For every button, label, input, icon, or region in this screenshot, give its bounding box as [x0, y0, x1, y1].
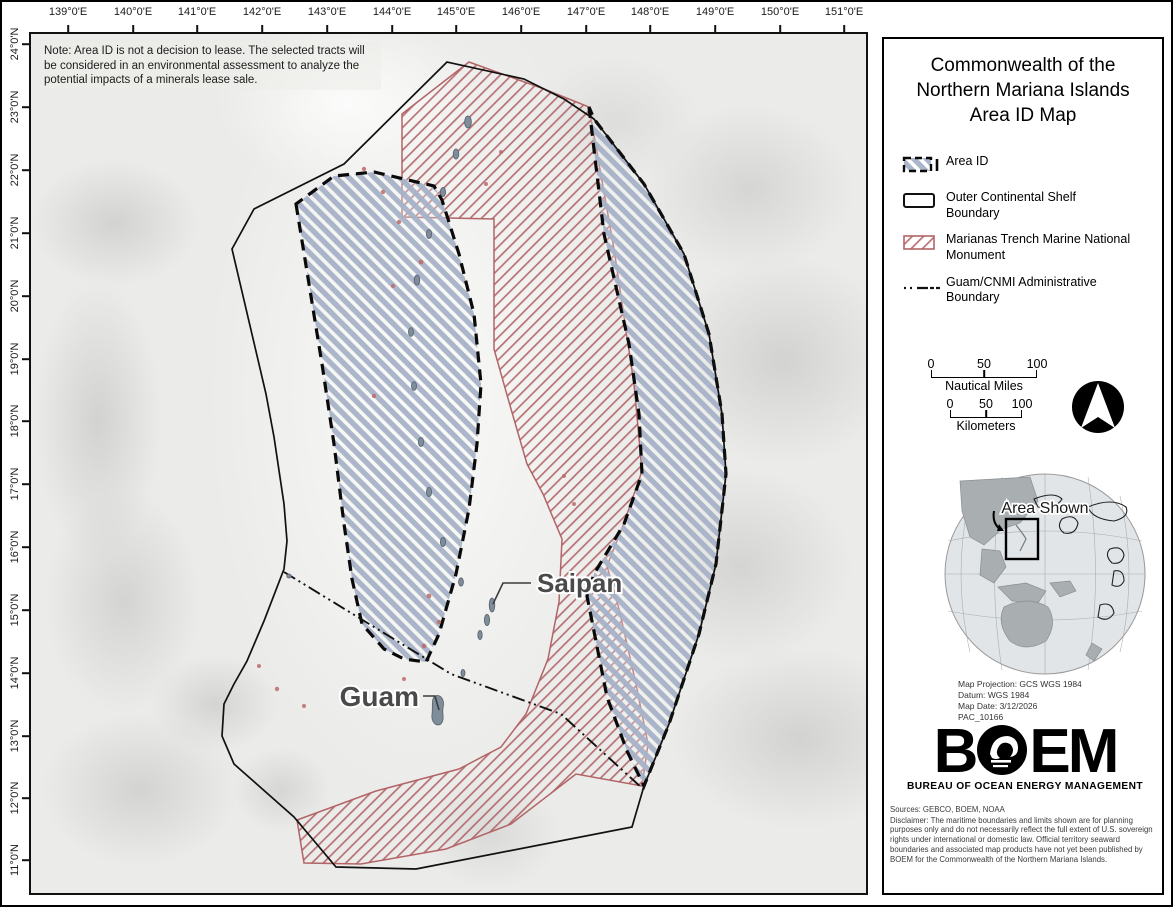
area-id-west-polygon	[294, 170, 483, 664]
sources-line: Sources: GEBCO, BOEM, NOAA	[890, 805, 1005, 814]
admin-boundary	[283, 571, 644, 790]
meta-line: Map Projection: GCS WGS 1984	[958, 679, 1082, 689]
legend: Area ID Outer Continental Shelf Boundary…	[902, 154, 1162, 306]
red-specks	[257, 150, 576, 708]
title-line: Northern Mariana Islands	[916, 80, 1130, 102]
scale-tick-label: 100	[1026, 357, 1048, 371]
info-panel: Commonwealth of the Northern Mariana Isl…	[882, 37, 1164, 895]
globe-landmasses	[959, 476, 1103, 662]
axis-label: 146°0'E	[501, 6, 541, 18]
axis-label: 11°0'N	[9, 844, 21, 876]
boem-wave-o-icon	[976, 724, 1028, 781]
legend-label: Guam/CNMI Administrative Boundary	[946, 274, 1097, 305]
globe-inset: Area Shown	[942, 471, 1148, 682]
axis-label: 19°0'N	[9, 342, 21, 376]
meta-line: Datum: WGS 1984	[958, 689, 1030, 700]
meta-line: PAC_10166	[958, 711, 1004, 722]
kilometers-scalebar: 0 50 100 Kilometers	[946, 397, 1033, 433]
area-shown-blob	[1015, 524, 1027, 552]
ocs-boundary	[221, 61, 727, 870]
area-shown-label: Area Shown	[1001, 500, 1088, 517]
nautical-miles-scalebar: 0 50 100 Nautical Miles	[927, 357, 1048, 393]
title-line: Area ID Map	[969, 105, 1077, 127]
area-id-swatch-icon	[902, 154, 946, 179]
axis-label: 17°0'N	[9, 467, 21, 501]
axis-label: 147°0'E	[566, 6, 606, 18]
ocs-swatch-icon	[902, 190, 946, 215]
admin-boundary-swatch-icon	[902, 275, 946, 300]
title-line: Commonwealth of the	[930, 55, 1116, 76]
axis-label: 12°0'N	[9, 781, 21, 815]
axis-label: 18°0'N	[9, 404, 21, 438]
north-arrow-icon	[1070, 379, 1126, 440]
legend-item-ocs: Outer Continental Shelf Boundary	[902, 190, 1162, 221]
scale-tick-label: 50	[979, 397, 993, 411]
axis-label: 151°0'E	[824, 6, 864, 18]
scalebar-caption: Kilometers	[956, 419, 1016, 433]
axis-label: 145°0'E	[436, 6, 476, 18]
axis-label: 141°0'E	[177, 6, 217, 18]
map-note: Note: Area ID is not a decision to lease…	[41, 42, 381, 91]
monument-swatch-icon	[902, 232, 946, 257]
axis-label: 23°0'N	[9, 90, 21, 124]
axis-label: 20°0'N	[9, 279, 21, 313]
boem-letters-em: EM	[1029, 717, 1119, 786]
axis-label: 15°0'N	[9, 593, 21, 627]
guam-label: Guam	[340, 681, 419, 712]
area-shown-box	[1004, 517, 1040, 561]
map-metadata: Map Projection: GCS WGS 1984 Datum: WGS …	[958, 679, 1082, 723]
sources-disclaimer: Sources: GEBCO, BOEM, NOAA Disclaimer: T…	[890, 805, 1156, 864]
axis-label: 149°0'E	[695, 6, 735, 18]
guam-island	[431, 695, 444, 726]
legend-label: Outer Continental Shelf Boundary	[946, 190, 1076, 220]
axis-label: 144°0'E	[372, 6, 412, 18]
globe-boundary-blobs	[1033, 494, 1128, 620]
scalebar-caption: Nautical Miles	[945, 379, 1023, 393]
saipan-leader-line	[492, 582, 531, 605]
scale-tick-label: 0	[946, 397, 954, 411]
axis-label: 21°0'N	[9, 216, 21, 250]
map-title: Commonwealth of the Northern Mariana Isl…	[884, 53, 1162, 128]
scale-tick-label: 0	[927, 357, 935, 371]
axis-label: 14°0'N	[9, 656, 21, 690]
scale-tick-label: 50	[977, 357, 991, 371]
guam-leader-line	[423, 695, 440, 711]
axis-label: 13°0'N	[9, 719, 21, 753]
map-canvas: Saipan Guam Note: Area ID is not a decis…	[29, 32, 868, 895]
boem-logo: B EM BUREAU OF OCEAN ENERGY MANAGEMENT	[884, 717, 1166, 793]
map-layers: Saipan Guam	[221, 61, 728, 870]
legend-label: Area ID	[946, 154, 989, 169]
axis-label: 142°0'E	[242, 6, 282, 18]
axis-label: 148°0'E	[630, 6, 670, 18]
legend-item-monument: Marianas Trench Marine National Monument	[902, 232, 1162, 263]
legend-label: Marianas Trench Marine National Monument	[946, 232, 1131, 263]
scale-tick-label: 100	[1011, 397, 1033, 411]
axis-label: 22°0'N	[9, 153, 21, 187]
boem-subtitle: BUREAU OF OCEAN ENERGY MANAGEMENT	[906, 781, 1144, 792]
axis-label: 16°0'N	[9, 530, 21, 564]
saipan-island	[488, 597, 496, 613]
island-chain	[286, 115, 496, 726]
saipan-label: Saipan	[537, 568, 622, 598]
meta-line: Map Date: 3/12/2026	[958, 700, 1038, 711]
place-labels: Saipan Guam	[338, 566, 625, 714]
legend-item-area-id: Area ID	[902, 154, 1162, 179]
axis-label: 143°0'E	[307, 6, 347, 18]
axis-label: 24°0'N	[9, 27, 21, 61]
disclaimer-text: Disclaimer: The maritime boundaries and …	[890, 815, 1153, 864]
legend-item-admin: Guam/CNMI Administrative Boundary	[902, 275, 1162, 306]
axis-label: 139°0'E	[48, 6, 88, 18]
boem-letter-b: B	[933, 717, 979, 786]
axis-label: 140°0'E	[113, 6, 153, 18]
axis-label: 150°0'E	[760, 6, 800, 18]
